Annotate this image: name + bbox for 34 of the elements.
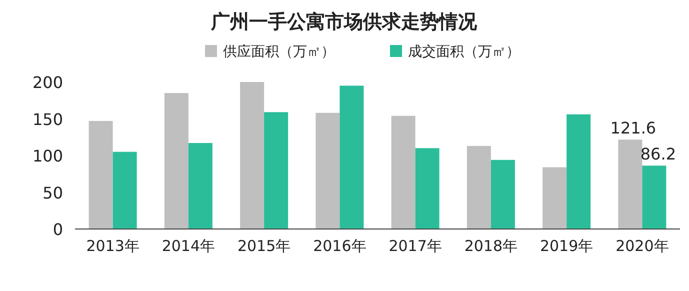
x-tick-label: 2014年	[162, 237, 216, 255]
bar	[264, 112, 288, 229]
y-tick-label: 150	[32, 110, 63, 129]
bar	[466, 146, 491, 229]
bar	[112, 152, 137, 229]
bar	[88, 120, 113, 229]
bar	[240, 82, 264, 229]
bar	[618, 140, 642, 229]
x-tick-label: 2017年	[388, 237, 442, 255]
x-tick-label: 2013年	[86, 237, 140, 255]
bar	[316, 112, 340, 229]
bar	[340, 86, 364, 229]
bar	[188, 143, 212, 229]
bar	[542, 167, 567, 229]
y-tick-label: 0	[52, 220, 63, 239]
data-label: 121.6	[610, 118, 656, 138]
bar	[164, 93, 188, 229]
data-label: 86.2	[640, 144, 676, 164]
y-tick-label: 200	[32, 73, 63, 92]
bar	[415, 148, 440, 229]
x-tick-label: 2018年	[464, 237, 518, 255]
bar	[490, 160, 515, 229]
x-tick-label: 2015年	[237, 237, 291, 255]
y-tick-label: 100	[32, 146, 63, 166]
chart-title: 广州一手公寓市场供求走势情况	[210, 11, 478, 33]
legend-label: 供应面积（万㎡）	[223, 44, 335, 60]
bar	[391, 116, 416, 229]
legend-label: 成交面积（万㎡）	[408, 44, 520, 60]
bar	[642, 166, 666, 229]
bar	[566, 114, 591, 229]
y-tick-label: 50	[42, 183, 63, 202]
x-tick-label: 2016年	[313, 237, 366, 255]
x-tick-label: 2019年	[540, 237, 594, 255]
x-tick-label: 2020年	[616, 237, 669, 255]
